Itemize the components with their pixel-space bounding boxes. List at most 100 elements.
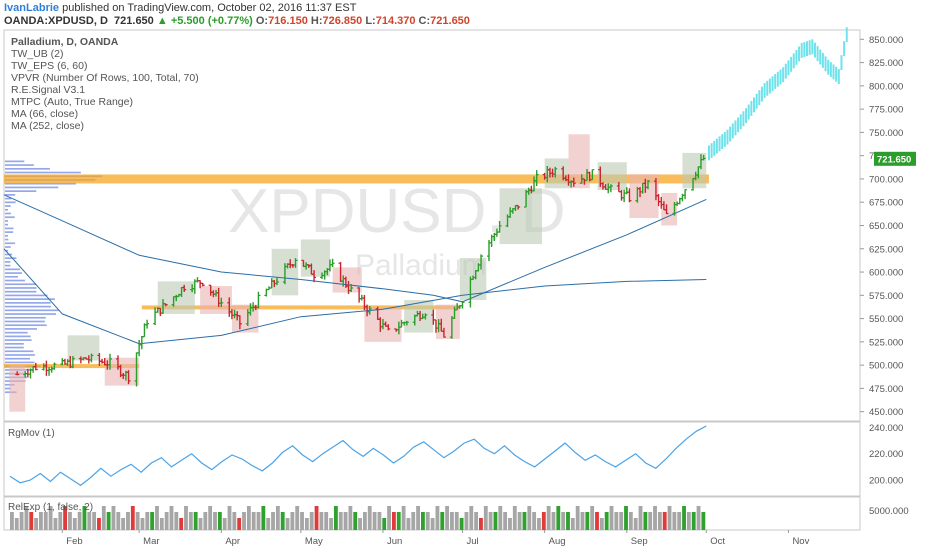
volume-bar (682, 506, 686, 530)
indicator-item[interactable]: MA (252, close) (11, 120, 84, 132)
volume-bar (213, 512, 217, 530)
volume-profile-bar (5, 320, 45, 323)
indicator-item[interactable]: MTPC (Auto, True Range) (11, 96, 133, 108)
range-box (332, 267, 362, 293)
y-tick-label: 800.000 (869, 81, 903, 92)
x-tick-label: Mar (143, 536, 159, 547)
projection-bars (707, 27, 848, 161)
volume-bar (628, 512, 633, 530)
symbol-line: OANDA:XPDUSD, D 721.650 ▲ +5.500 (+0.77%… (4, 15, 470, 27)
volume-bar (48, 506, 53, 530)
publish-line: IvanLabrie published on TradingView.com,… (4, 2, 356, 14)
volume-bar (184, 506, 188, 530)
volume-bar (585, 512, 590, 530)
indicator-item[interactable]: TW_EPS (6, 60) (11, 60, 88, 72)
rgmov-tick-label: 240.000 (869, 423, 903, 434)
indicator-item[interactable]: TW_UB (2) (11, 48, 64, 60)
x-tick-label: Jul (466, 536, 478, 547)
volume-bar (87, 512, 92, 530)
x-tick-label: Jun (387, 536, 402, 547)
volume-bar (595, 512, 599, 530)
volume-bar (406, 518, 411, 530)
volume-bar (232, 512, 237, 530)
volume-profile-bar (5, 287, 37, 289)
volume-profile-bar (5, 216, 15, 219)
volume-bar (619, 512, 624, 530)
volume-bar (527, 506, 532, 530)
volume-bar (575, 506, 580, 530)
volume-bar (672, 512, 677, 530)
y-tick-label: 600.000 (869, 268, 903, 279)
ohlc-bars (15, 154, 706, 387)
volume-bar (604, 512, 609, 530)
y-tick-label: 650.000 (869, 221, 903, 232)
x-tick-label: Apr (225, 536, 240, 547)
volume-profile-bar (5, 249, 8, 252)
volume-bar (314, 506, 319, 530)
volume-bar (566, 512, 570, 530)
volume-bar (251, 512, 256, 530)
low-value: 714.370 (375, 15, 416, 27)
author-link[interactable]: IvanLabrie (4, 2, 60, 14)
volume-profile-bar (5, 328, 37, 330)
volume-bar (488, 512, 493, 530)
indicator-item[interactable]: Palladium, D, OANDA (11, 36, 119, 48)
volume-profile-bar (5, 234, 8, 237)
volume-bar (97, 518, 101, 530)
volume-bar (159, 518, 164, 530)
volume-bar (227, 506, 232, 530)
volume-bar (53, 518, 58, 530)
volume-bar (609, 506, 614, 530)
y-tick-label: 825.000 (869, 58, 903, 69)
indicator-legend: Palladium, D, OANDA TW_UB (2) TW_EPS (6, 6… (11, 36, 199, 132)
volume-bar (580, 512, 585, 530)
x-tick-label: Feb (66, 536, 82, 547)
volume-profile-bar (5, 190, 37, 192)
volume-bar (304, 518, 309, 530)
volume-profile-bar (5, 186, 59, 189)
volume-profile-bar (5, 246, 11, 248)
y-tick-label: 575.000 (869, 291, 903, 302)
x-tick-label: Oct (710, 536, 725, 547)
volume-bar (382, 518, 387, 530)
volume-bar (261, 506, 266, 530)
indicator-item[interactable]: R.E.Signal V3.1 (11, 84, 86, 96)
volume-bar (599, 518, 604, 530)
volume-bar (329, 518, 333, 530)
volume-profile-bar (5, 331, 28, 334)
range-box (568, 134, 590, 189)
volume-profile-bar (5, 339, 32, 341)
volume-bar (101, 506, 106, 530)
indicator-item[interactable]: VPVR (Number Of Rows, 100, Total, 70) (11, 72, 199, 84)
y-tick-label: 525.000 (869, 337, 903, 348)
volume-bar (72, 518, 77, 530)
volume-bar (164, 512, 169, 530)
resistance-zone (141, 305, 460, 310)
rgmov-pane (3, 421, 861, 497)
volume-bar (425, 512, 430, 530)
volume-bar (92, 512, 97, 530)
volume-profile-bar (5, 342, 24, 345)
volume-bar (362, 512, 367, 530)
volume-bar (208, 506, 213, 530)
ma-252-line (3, 248, 707, 345)
volume-bar (116, 512, 121, 530)
volume-bar (309, 512, 314, 530)
volume-bar (324, 512, 329, 530)
volume-bar (391, 512, 396, 530)
indicator-item[interactable]: MA (66, close) (11, 108, 79, 120)
volume-bar (130, 506, 135, 530)
volume-bar (522, 512, 527, 530)
volume-bar (430, 518, 435, 530)
volume-bar (256, 512, 261, 530)
volume-bar (450, 512, 454, 530)
volume-bar (77, 512, 82, 530)
volume-bar (367, 506, 372, 530)
volume-bar (106, 512, 111, 530)
volume-profile-bar (5, 182, 76, 185)
range-box (629, 174, 659, 219)
volume-profile-bar (5, 201, 16, 204)
last-price-badge (874, 151, 916, 166)
ma-66-line (3, 194, 707, 303)
